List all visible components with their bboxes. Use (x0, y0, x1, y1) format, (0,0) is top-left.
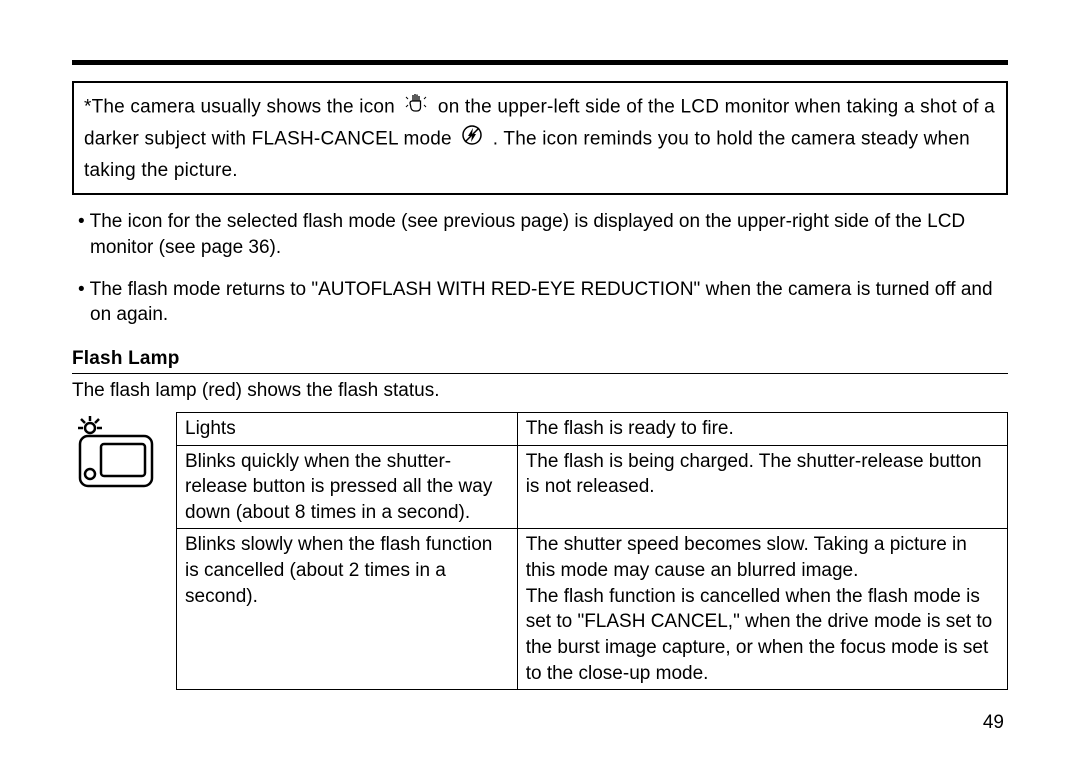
bullet-item: • The flash mode returns to "AUTOFLASH W… (72, 277, 1008, 328)
flash-status-table: Lights The flash is ready to fire. Blink… (176, 412, 1008, 690)
camera-illustration (72, 412, 176, 501)
page-number: 49 (72, 712, 1008, 734)
flash-cancel-icon (461, 124, 483, 155)
table-cell-meaning: The shutter speed becomes slow. Taking a… (517, 529, 1007, 690)
bullet-item: • The icon for the selected flash mode (… (72, 209, 1008, 260)
table-row: Blinks quickly when the shutter-release … (177, 445, 1008, 529)
table-cell-condition: Blinks slowly when the flash function is… (177, 529, 518, 690)
section-title: Flash Lamp (72, 348, 1008, 374)
note-box: *The camera usually shows the icon on th… (72, 81, 1008, 195)
section-intro: The flash lamp (red) shows the flash sta… (72, 380, 1008, 402)
note-text-1: *The camera usually shows the icon (84, 97, 395, 118)
table-cell-meaning: The flash is being charged. The shutter-… (517, 445, 1007, 529)
top-rule (72, 60, 1008, 65)
table-row: Blinks slowly when the flash function is… (177, 529, 1008, 690)
table-cell-condition: Lights (177, 412, 518, 445)
manual-page: *The camera usually shows the icon on th… (0, 0, 1080, 774)
flash-lamp-row: Lights The flash is ready to fire. Blink… (72, 412, 1008, 690)
bullet-list: • The icon for the selected flash mode (… (72, 195, 1008, 328)
table-cell-meaning: The flash is ready to fire. (517, 412, 1007, 445)
table-cell-condition: Blinks quickly when the shutter-release … (177, 445, 518, 529)
table-row: Lights The flash is ready to fire. (177, 412, 1008, 445)
hand-shake-icon (404, 91, 428, 124)
